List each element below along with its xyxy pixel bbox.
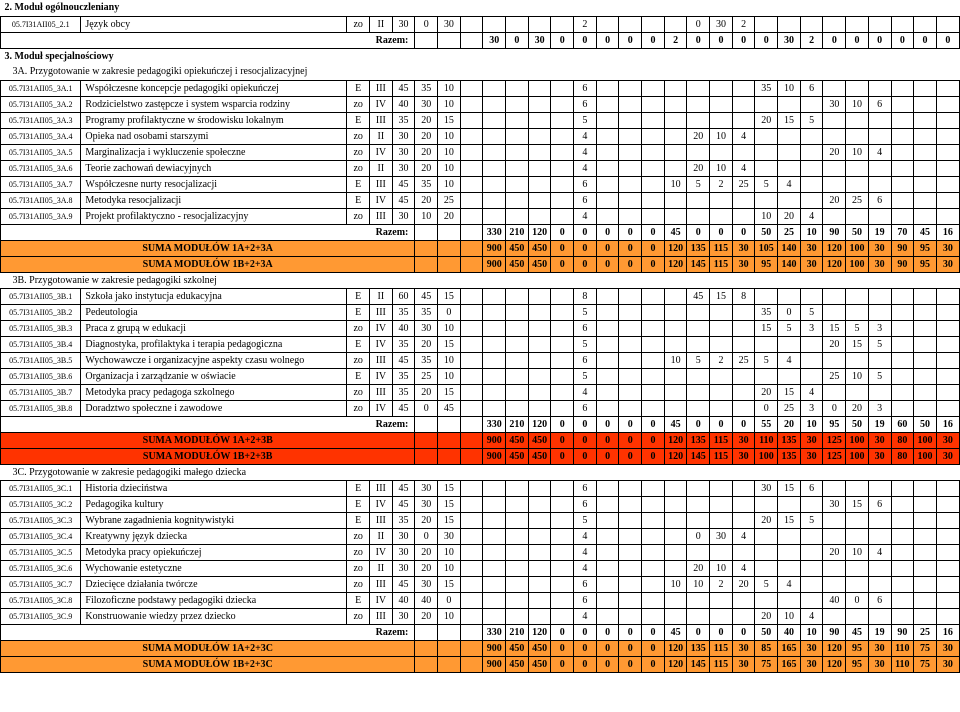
course-row: 05.7I31AII05_3A.1Współczesne koncepcje p… [1,80,960,96]
course-row: 05.7I31AII05_3A.3Programy profilaktyczne… [1,112,960,128]
course-row: 05.7I31AII05_3C.9Konstruowanie wiedzy pr… [1,608,960,624]
course-row: 05.7I31AII05_3A.6Teorie zachowań dewiacy… [1,160,960,176]
sub-header: 3C. Przygotowanie w zakresie pedagogiki … [1,464,960,480]
course-row: 05.7I31AII05_3B.4Diagnostyka, profilakty… [1,336,960,352]
course-row: 05.7I31AII05_3C.1Historia dzieciństwaEII… [1,480,960,496]
course-row: 05.7I31AII05_3C.8Filozoficzne podstawy p… [1,592,960,608]
course-row: 05.7I31AII05_3C.4Kreatywny język dziecka… [1,528,960,544]
course-row: 05.7I31AII05_3B.1Szkoła jako instytucja … [1,288,960,304]
course-row: 05.7I31AII05_3C.3Wybrane zagadnienia kog… [1,512,960,528]
suma-row: SUMA MODUŁÓW 1A+2+3B90045045000000120135… [1,432,960,448]
razem-row: Razem:3302101200000045000502510905019704… [1,224,960,240]
curriculum-table: 2. Moduł ogólnouczleniany05.7I31AII05_2.… [0,0,960,673]
course-row: 05.7I31AII05_3B.8Doradztwo społeczne i z… [1,400,960,416]
suma-row: SUMA MODUŁÓW 1B+2+3C90045045000000120145… [1,656,960,672]
course-row: 05.7I31AII05_3C.5Metodyka pracy opiekuńc… [1,544,960,560]
suma-row: SUMA MODUŁÓW 1A+2+3A90045045000000120135… [1,240,960,256]
course-row: 05.7I31AII05_3B.7Metodyka pracy pedagoga… [1,384,960,400]
sub-header: 3B. Przygotowanie w zakresie pedagogiki … [1,272,960,288]
course-row: 05.7I31AII05_3A.4Opieka nad osobami star… [1,128,960,144]
course-row: 05.7I31AII05_3B.3Praca z grupą w edukacj… [1,320,960,336]
suma-row: SUMA MODUŁÓW 1B+2+3A90045045000000120145… [1,256,960,272]
razem-row: Razem:3302101200000045000504010904519902… [1,624,960,640]
sub-header: 3A. Przygotowanie w zakresie pedagogiki … [1,64,960,80]
course-row: 05.7I31AII05_3A.9Projekt profilaktyczno … [1,208,960,224]
course-row: 05.7I31AII05_3B.5Wychowawcze i organizac… [1,352,960,368]
course-row: 05.7I31AII05_3A.2Rodzicielstwo zastępcze… [1,96,960,112]
course-row: 05.7I31AII05_3A.7Współczesne nurty resoc… [1,176,960,192]
course-row: 05.7I31AII05_3B.2PedeutologiaEIII3535053… [1,304,960,320]
section-header: 2. Moduł ogólnouczleniany [1,0,960,16]
course-row: 05.7I31AII05_3C.6Wychowanie estetycznezo… [1,560,960,576]
course-row: 05.7I31AII05_3A.5Marginalizacja i wykluc… [1,144,960,160]
course-row: 05.7I31AII05_3A.8Metodyka resocjalizacji… [1,192,960,208]
course-row: 05.7I31AII05_3C.7Dziecięce działania twó… [1,576,960,592]
razem-row: Razem:3302101200000045000552010955019605… [1,416,960,432]
suma-row: SUMA MODUŁÓW 1A+2+3C90045045000000120135… [1,640,960,656]
course-row: 05.7I31AII05_3B.6Organizacja i zarządzan… [1,368,960,384]
suma-row: SUMA MODUŁÓW 1B+2+3B90045045000000120145… [1,448,960,464]
section-header: 3. Moduł specjalnościowy [1,48,960,64]
razem-row: Razem:300300000020000302000000 [1,32,960,48]
course-row: 05.7I31AII05_3C.2Pedagogika kulturyEIV45… [1,496,960,512]
course-row: 05.7I31AII05_2.1Język obcyzoII3003020302 [1,16,960,32]
